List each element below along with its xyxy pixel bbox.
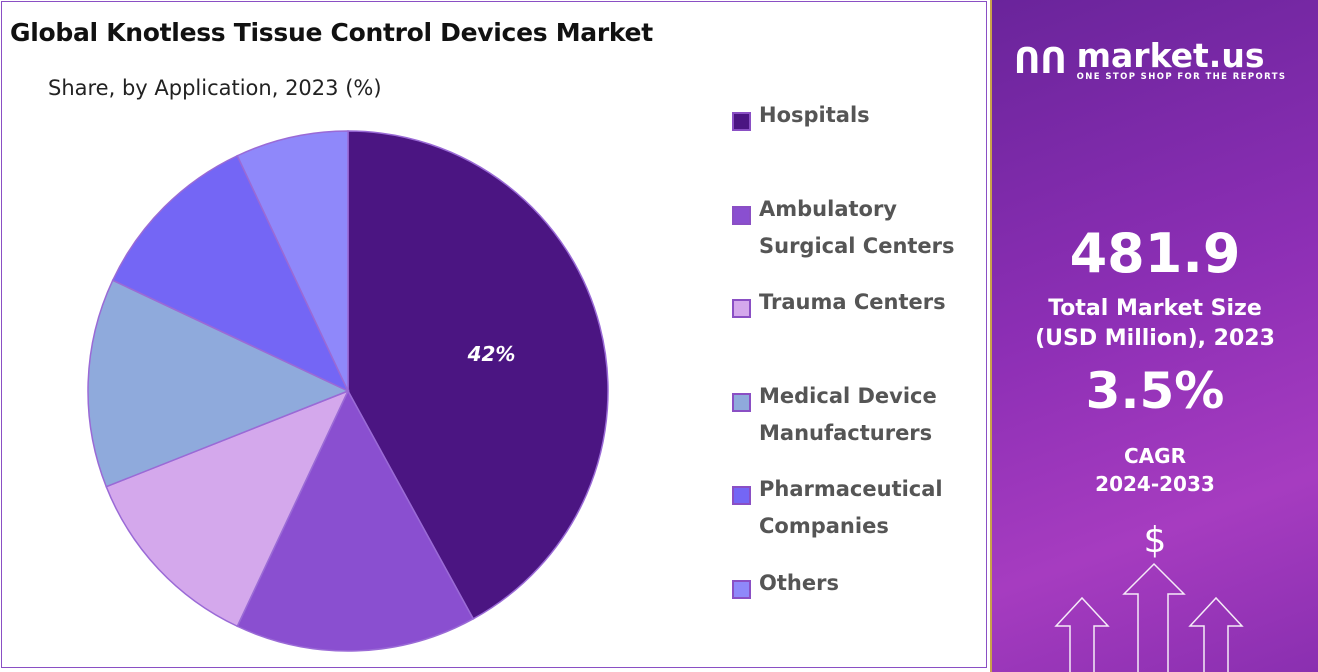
data-label: 42%: [467, 342, 516, 366]
legend-item: Ambulatory Surgical Centers: [732, 197, 989, 265]
legend-item: Hospitals: [732, 103, 989, 134]
legend-label: Others: [759, 571, 839, 595]
cagr-label: CAGR 2024-2033: [1095, 444, 1215, 496]
market-size-label: Total Market Size (USD Million), 2023: [1035, 296, 1275, 351]
pie-slice-ambulatory-surgical-centers: [236, 389, 475, 652]
pie-slice-trauma-centers: [105, 389, 350, 628]
chart-title: Global Knotless Tissue Control Devices M…: [10, 18, 653, 47]
legend-swatch: [732, 112, 751, 131]
legend-swatch: [732, 580, 751, 599]
info-panel: ՈՈ market.us ONE STOP SHOP FOR THE REPOR…: [990, 0, 1318, 672]
dollar-icon: $: [1143, 520, 1167, 561]
legend-label: Pharmaceutical Companies: [759, 477, 943, 538]
pie-slice-others: [236, 130, 349, 392]
market-size-value: 481.9: [1069, 222, 1241, 285]
legend-item: Others: [732, 571, 989, 602]
market-us-logo: ՈՈ market.us ONE STOP SHOP FOR THE REPOR…: [1014, 36, 1287, 82]
legend-swatch: [732, 299, 751, 318]
chart-panel: Global Knotless Tissue Control Devices M…: [1, 1, 987, 668]
legend-label: Trauma Centers: [759, 290, 946, 314]
legend-label: Hospitals: [759, 103, 870, 127]
pie-slice-hospitals: [347, 130, 609, 620]
legend-swatch: [732, 206, 751, 225]
growth-arrows-icon: [1054, 562, 1244, 672]
pie-slice-medical-device-manufacturers: [87, 279, 350, 488]
pie-chart: 42%: [87, 130, 609, 652]
chart-subtitle: Share, by Application, 2023 (%): [48, 76, 382, 100]
logo-icon: ՈՈ: [1014, 40, 1067, 82]
legend-swatch: [732, 393, 751, 412]
brand-tagline: ONE STOP SHOP FOR THE REPORTS: [1076, 72, 1287, 82]
legend-item: Trauma Centers: [732, 290, 989, 321]
pie-slice-pharmaceutical-companies: [111, 154, 350, 393]
legend-label: Ambulatory Surgical Centers: [759, 197, 955, 258]
brand-name: market.us: [1076, 36, 1265, 75]
legend-swatch: [732, 486, 751, 505]
cagr-value: 3.5%: [1085, 362, 1225, 420]
legend-item: Medical Device Manufacturers: [732, 384, 989, 452]
legend-label: Medical Device Manufacturers: [759, 384, 937, 445]
legend-item: Pharmaceutical Companies: [732, 477, 989, 545]
